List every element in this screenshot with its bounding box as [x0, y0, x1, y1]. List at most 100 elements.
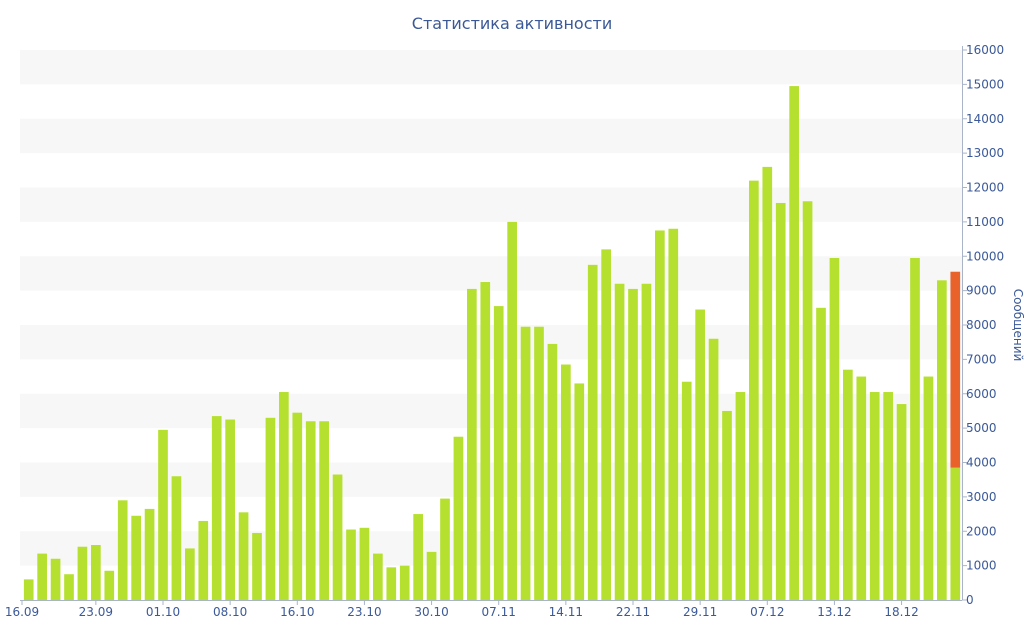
bar	[292, 412, 303, 600]
bar	[708, 338, 719, 600]
bar	[332, 474, 343, 600]
x-axis: 16.09 23.09 01.10 08.10 16.10 23.10 30.10 07.11…	[5, 600, 962, 619]
y-tick-label: 2000	[966, 524, 997, 538]
x-tick-label: 07.12	[750, 605, 784, 619]
bar	[23, 579, 34, 601]
bar	[225, 419, 235, 600]
bar	[789, 86, 799, 601]
y-axis-title: Сообщений	[1011, 289, 1024, 362]
x-tick-label: 16.09	[5, 605, 39, 619]
bar	[265, 417, 276, 600]
bar	[305, 421, 316, 600]
y-tick-label: 8000	[966, 318, 997, 332]
grid-band	[20, 118, 962, 154]
x-tick-label: 16.10	[280, 605, 314, 619]
x-tick-label: 23.09	[79, 605, 113, 619]
bar	[937, 280, 947, 600]
y-tick-label: 13000	[966, 146, 1004, 160]
x-tick-label: 14.11	[549, 605, 583, 619]
y-tick-label: 4000	[966, 456, 997, 470]
bar	[359, 527, 370, 600]
bar	[896, 404, 907, 600]
x-tick-label: 01.10	[146, 605, 180, 619]
bar	[211, 416, 222, 600]
bar	[829, 257, 840, 600]
y-tick-label: 14000	[966, 112, 1004, 126]
y-tick-label: 1000	[966, 559, 997, 573]
y-tick-label: 12000	[966, 181, 1004, 195]
bar	[252, 532, 262, 600]
bar	[749, 180, 759, 601]
bar	[279, 392, 289, 600]
x-tick-label: 08.10	[213, 605, 247, 619]
x-tick-label: 30.10	[414, 605, 448, 619]
y-axis: 0 1000 2000 3000 4000 5000 6000 7000 8000 9000 100…	[962, 43, 1004, 607]
bar	[171, 476, 182, 600]
bar	[869, 392, 880, 600]
bar	[493, 306, 504, 600]
bar	[37, 553, 47, 600]
y-tick-label: 9000	[966, 284, 997, 298]
y-tick-label: 10000	[966, 249, 1004, 263]
bar	[467, 288, 477, 600]
bar	[802, 201, 813, 600]
bar	[373, 553, 383, 600]
y-tick-label: 16000	[966, 43, 1004, 57]
bar	[681, 381, 692, 600]
y-tick-label: 5000	[966, 421, 997, 435]
bar	[816, 307, 826, 600]
bar	[601, 249, 611, 601]
bar	[117, 500, 128, 600]
bars-group	[23, 86, 961, 601]
bar	[453, 436, 464, 600]
bar	[50, 558, 61, 600]
bar	[910, 257, 920, 600]
bar	[319, 421, 329, 600]
bar	[144, 508, 155, 600]
y-tick-label: 11000	[966, 215, 1004, 229]
bar	[722, 410, 732, 600]
bar	[426, 551, 437, 601]
grid-band	[20, 256, 962, 291]
x-tick-label: 13.12	[817, 605, 851, 619]
bar	[668, 228, 679, 600]
y-tick-label: 15000	[966, 77, 1004, 91]
bar	[587, 264, 598, 600]
bar	[238, 512, 249, 600]
bar	[104, 570, 115, 600]
bar	[614, 283, 625, 600]
bar	[655, 230, 665, 600]
bar	[440, 498, 450, 600]
bar	[547, 343, 558, 600]
bar	[386, 567, 397, 600]
bar	[91, 545, 101, 600]
x-tick-label: 18.12	[884, 605, 918, 619]
grid-band	[20, 187, 962, 222]
x-tick-label: 23.10	[347, 605, 381, 619]
y-tick-label: 7000	[966, 352, 997, 366]
y-tick-label: 0	[966, 593, 974, 607]
bar	[346, 529, 356, 600]
bar	[843, 369, 853, 600]
bar	[185, 548, 195, 600]
bar	[131, 515, 141, 600]
bar	[883, 392, 893, 600]
x-tick-label: 29.11	[683, 605, 717, 619]
bar	[762, 166, 773, 601]
bar	[158, 429, 168, 600]
bar	[413, 514, 423, 600]
bar	[77, 546, 88, 600]
y-tick-label: 6000	[966, 387, 997, 401]
bar	[507, 221, 517, 601]
bar	[520, 326, 531, 600]
bar	[923, 376, 934, 600]
bar	[735, 392, 746, 600]
bar	[399, 565, 410, 601]
chart-title: Статистика активности	[411, 14, 613, 33]
bar	[856, 376, 867, 600]
y-tick-label: 3000	[966, 490, 997, 504]
x-tick-label: 22.11	[616, 605, 650, 619]
bar	[628, 288, 638, 600]
bar	[695, 309, 705, 600]
